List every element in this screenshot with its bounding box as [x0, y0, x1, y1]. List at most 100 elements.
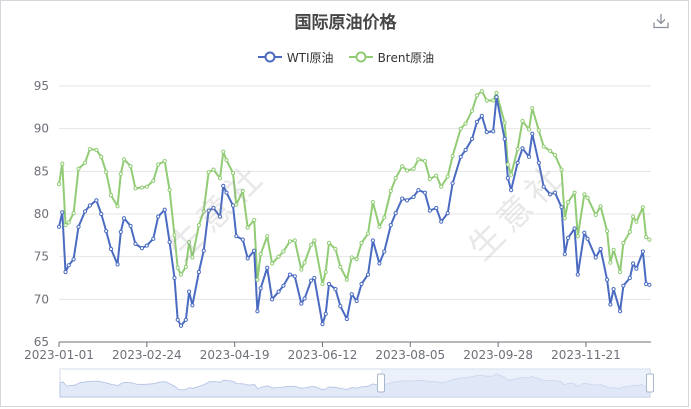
data-point [349, 255, 354, 260]
data-point [245, 225, 250, 230]
zoom-handle-left[interactable] [377, 373, 385, 393]
data-point [326, 240, 332, 246]
data-point [162, 207, 167, 212]
data-point [365, 272, 371, 277]
data-point [187, 240, 192, 245]
data-point [60, 210, 65, 215]
data-point [252, 217, 257, 223]
zoom-handle-right[interactable] [646, 373, 654, 393]
legend-label-wti: WTI原油 [286, 50, 334, 65]
data-point [206, 208, 211, 213]
chart-legend: WTI原油 Brent原油 [0, 49, 691, 65]
data-point [598, 204, 603, 209]
data-point [520, 118, 525, 124]
data-point [575, 272, 580, 277]
data-point [463, 121, 468, 126]
data-point [230, 170, 236, 176]
data-point [479, 113, 484, 118]
data-point [562, 252, 567, 257]
data-point [255, 277, 260, 282]
data-point [552, 153, 558, 158]
data-point [644, 281, 649, 287]
data-point [502, 120, 507, 125]
data-point [269, 261, 275, 266]
data-point [299, 267, 304, 272]
data-point [604, 228, 610, 234]
y-tick-label: 85 [34, 164, 49, 178]
data-point [541, 184, 546, 189]
data-point [572, 226, 577, 231]
x-tick-label: 2023-11-21 [551, 348, 621, 362]
data-point [175, 265, 180, 270]
data-point [320, 321, 325, 327]
data-point [634, 266, 639, 271]
data-point [133, 241, 138, 246]
data-point [450, 153, 455, 159]
data-point [99, 154, 104, 159]
data-point [565, 235, 571, 240]
data-point [469, 108, 475, 113]
legend-item-brent[interactable]: Brent原油 [348, 49, 434, 65]
x-tick-label: 2023-01-01 [24, 348, 94, 362]
data-point [515, 147, 520, 152]
data-point [509, 188, 514, 193]
data-point [94, 147, 99, 153]
data-point [63, 269, 68, 275]
data-point [118, 171, 123, 176]
data-point [234, 234, 239, 239]
data-point [115, 262, 120, 267]
download-icon[interactable] [652, 12, 670, 30]
y-tick-label: 90 [34, 122, 49, 136]
data-point [458, 154, 463, 159]
data-point [377, 261, 382, 266]
data-point [541, 144, 546, 149]
data-point [400, 164, 405, 169]
data-point [201, 209, 206, 214]
data-point [190, 303, 195, 308]
data-point [66, 263, 71, 268]
data-point [240, 237, 245, 242]
data-point [196, 222, 201, 228]
data-point [530, 106, 535, 111]
data-point [156, 162, 161, 167]
data-point [162, 158, 167, 164]
legend-item-wti[interactable]: WTI原油 [257, 49, 334, 65]
data-point [60, 161, 65, 166]
data-point [326, 281, 332, 287]
data-point [344, 316, 349, 322]
data-point [276, 254, 281, 259]
data-point [217, 176, 223, 181]
legend-marker-brent [348, 51, 373, 63]
data-point [434, 205, 439, 211]
data-point [608, 260, 613, 265]
data-point [450, 181, 455, 186]
data-point [240, 188, 245, 194]
data-point [255, 309, 260, 314]
data-point [505, 176, 510, 181]
data-point [559, 167, 564, 172]
data-point [265, 234, 270, 239]
data-point [104, 228, 109, 234]
data-point [582, 230, 587, 235]
data-point [582, 192, 587, 197]
data-point [299, 301, 304, 306]
data-point [393, 176, 398, 181]
data-point [548, 192, 553, 197]
data-point [359, 281, 364, 287]
data-point [463, 147, 468, 153]
data-point [133, 186, 138, 191]
data-point [175, 317, 180, 322]
data-point [308, 242, 314, 247]
data-point [474, 119, 480, 124]
data-point [404, 168, 410, 173]
zoom-selection[interactable] [381, 369, 650, 397]
data-point [552, 190, 558, 195]
data-point [439, 219, 444, 224]
data-point [172, 275, 177, 281]
data-point [494, 94, 499, 100]
data-point [575, 234, 580, 239]
data-point [71, 257, 76, 262]
data-point [139, 185, 145, 190]
data-point [611, 286, 616, 292]
